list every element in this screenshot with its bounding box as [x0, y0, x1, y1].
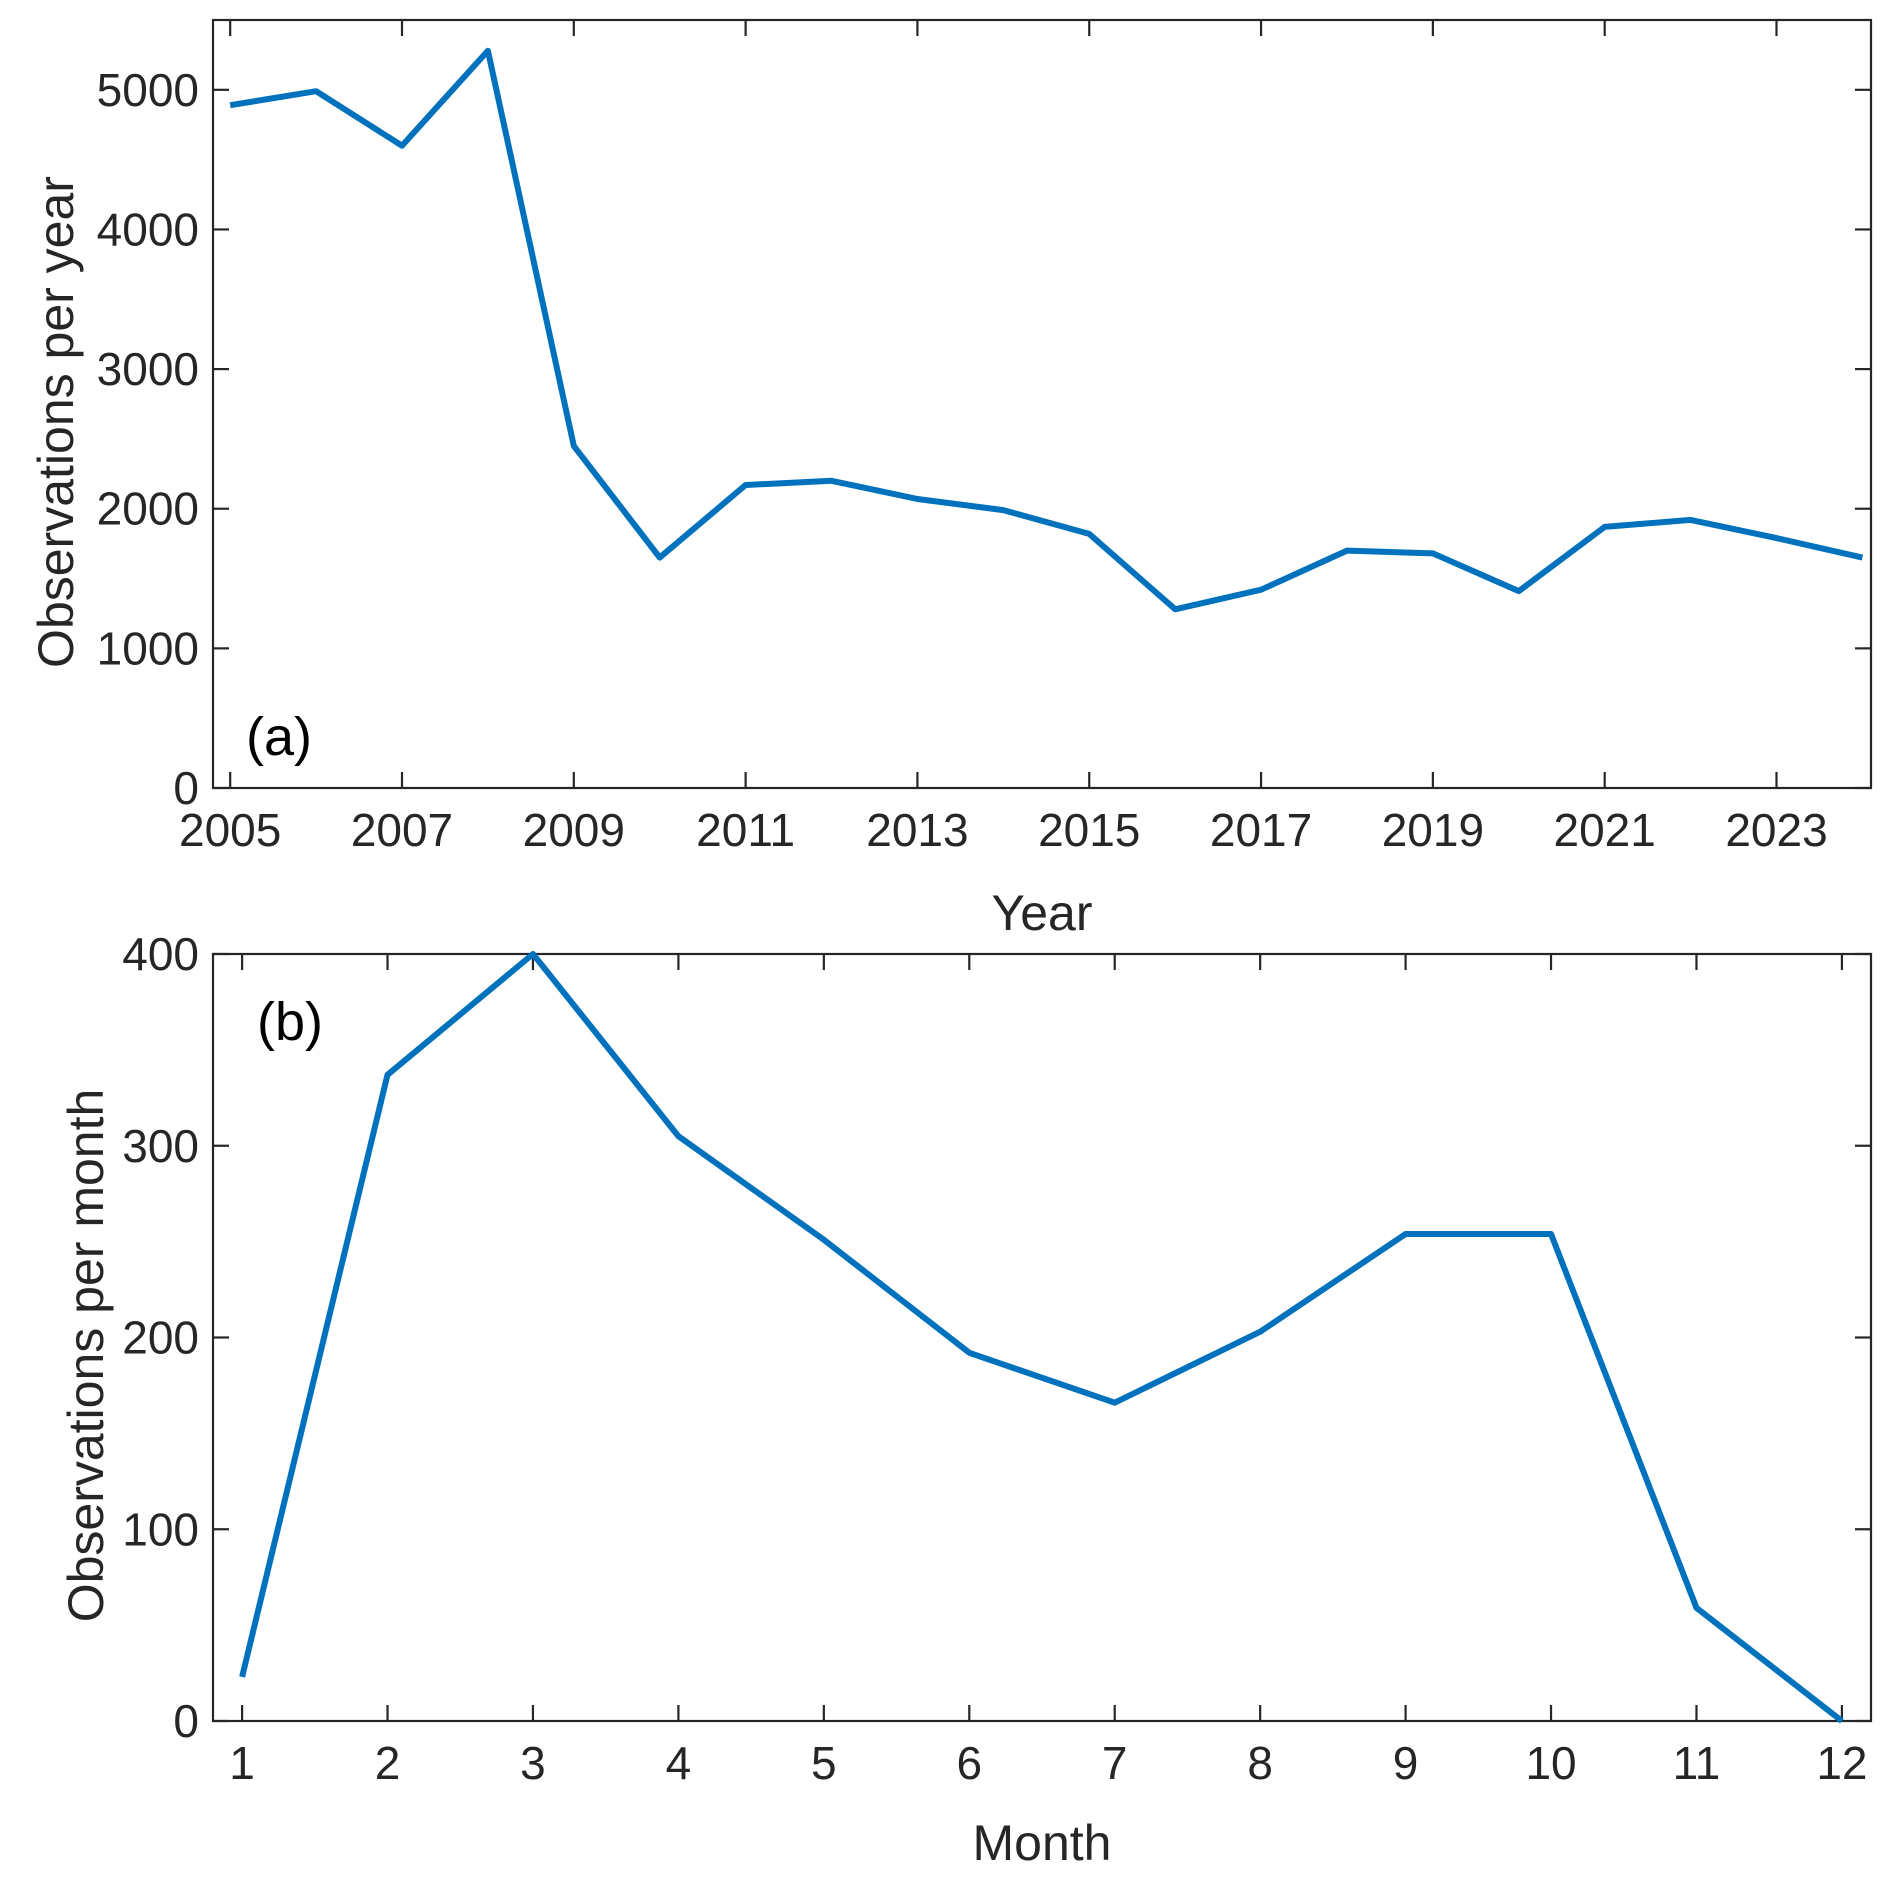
panel-b-xtick-label: 7: [1102, 1737, 1128, 1789]
panel-a-xtick-labels: 2005 2007 2009 2011 2013 2015 2017 2019 2021 2023: [179, 804, 1828, 856]
panel-a-xtick-label: 2011: [696, 804, 795, 856]
panel-a-xtick-label: 2013: [866, 804, 968, 856]
panel-b-ytick-label: 300: [122, 1120, 199, 1172]
panel-b-tick-marks: [213, 952, 1871, 1723]
panel-b-axes-box: [211, 952, 1873, 1723]
panel-b-series-line: [239, 951, 1844, 1724]
panel-a-ytick-label: 2000: [97, 483, 199, 535]
panel-b-xtick-label: 2: [375, 1737, 401, 1789]
panel-b-tag: (b): [257, 992, 323, 1052]
panel-a-tick-marks: [213, 20, 1871, 790]
panel-a-x-axis-label: Year: [991, 885, 1092, 941]
panel-a-ytick-label: 0: [173, 762, 199, 814]
panel-a-xtick-label: 2019: [1382, 804, 1484, 856]
panel-a-series-line: [229, 47, 1864, 613]
panel-b-ytick-label: 400: [122, 928, 199, 980]
panel-b-xtick-label: 5: [811, 1737, 837, 1789]
panel-b-x-axis-label: Month: [973, 1815, 1112, 1871]
panel-b-xtick-label: 6: [956, 1737, 982, 1789]
panel-b-xtick-label: 1: [229, 1737, 255, 1789]
panel-a-tag: (a): [246, 707, 312, 767]
panel-b-xtick-label: 8: [1247, 1737, 1273, 1789]
panel-b-xtick-label: 3: [520, 1737, 546, 1789]
panel-a-ytick-label: 1000: [97, 622, 199, 674]
panel-b-xtick-label: 10: [1525, 1737, 1576, 1789]
panel-a-xtick-label: 2015: [1038, 804, 1140, 856]
panel-a-xtick-label: 2017: [1210, 804, 1312, 856]
panel-b-xtick-label: 11: [1673, 1737, 1721, 1789]
panel-b-ytick-label: 100: [122, 1503, 199, 1555]
panel-a-y-axis-label: Observations per year: [28, 176, 84, 668]
panel-b-xtick-labels: 1 2 3 4 5 6 7 8 9 10 11 12: [229, 1737, 1867, 1789]
panel-b-ytick-labels: 0 100 200 300 400: [122, 928, 199, 1747]
panel-b-y-axis-label: Observations per month: [58, 1089, 114, 1623]
panel-b-xtick-label: 9: [1393, 1737, 1419, 1789]
panel-b-ytick-label: 200: [122, 1312, 199, 1364]
panel-b-xtick-label: 4: [666, 1737, 692, 1789]
panel-b-xtick-label: 12: [1816, 1737, 1867, 1789]
panel-a-xtick-label: 2021: [1554, 804, 1656, 856]
panel-a-ytick-label: 3000: [97, 343, 199, 395]
panel-a-xtick-label: 2023: [1725, 804, 1827, 856]
panel-a-ytick-labels: 0 1000 2000 3000 4000 5000: [97, 64, 199, 814]
panel-a-ytick-label: 5000: [97, 64, 199, 116]
panel-a-xtick-label: 2007: [351, 804, 453, 856]
panel-a-xtick-label: 2009: [523, 804, 625, 856]
panel-a-ytick-label: 4000: [97, 203, 199, 255]
panel-a-axes-box: [211, 18, 1873, 790]
panel-b-ytick-label: 0: [173, 1695, 199, 1747]
panel-a-xtick-label: 2005: [179, 804, 281, 856]
